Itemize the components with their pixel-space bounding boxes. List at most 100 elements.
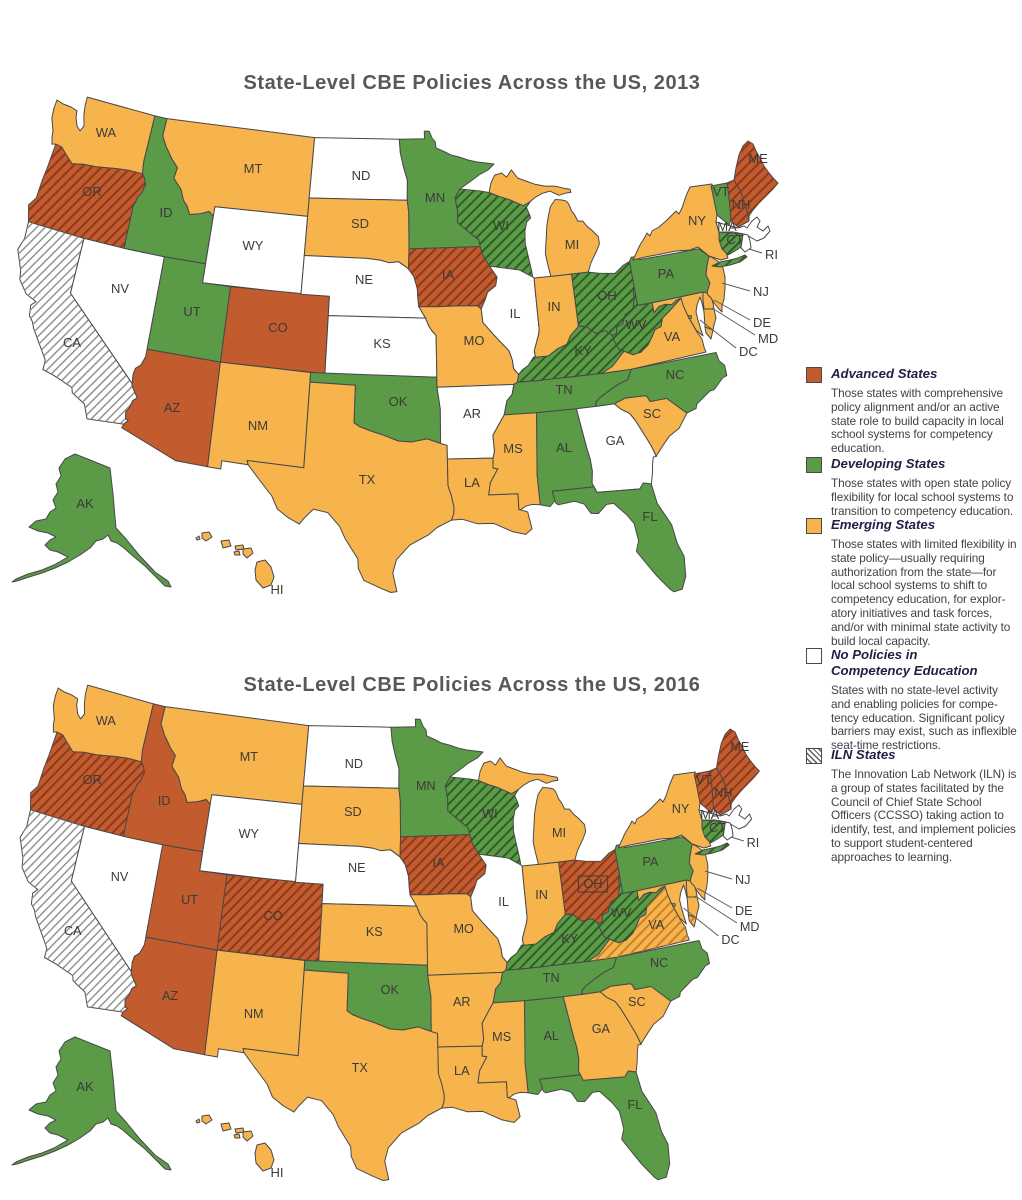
svg-text:IN: IN bbox=[548, 299, 561, 314]
svg-text:CO: CO bbox=[264, 908, 283, 923]
svg-text:IA: IA bbox=[432, 855, 444, 870]
svg-text:PA: PA bbox=[658, 266, 675, 281]
svg-text:NE: NE bbox=[348, 860, 366, 875]
svg-text:ME: ME bbox=[748, 151, 768, 166]
svg-text:AZ: AZ bbox=[164, 400, 181, 415]
svg-text:OR: OR bbox=[82, 184, 102, 199]
svg-text:HI: HI bbox=[271, 582, 284, 597]
svg-text:UT: UT bbox=[181, 892, 198, 907]
svg-text:OK: OK bbox=[389, 394, 408, 409]
svg-text:MN: MN bbox=[416, 778, 436, 793]
svg-text:CA: CA bbox=[63, 335, 81, 350]
svg-text:ID: ID bbox=[160, 205, 173, 220]
svg-text:MD: MD bbox=[740, 919, 760, 934]
svg-text:WY: WY bbox=[239, 826, 260, 841]
svg-text:SC: SC bbox=[628, 994, 646, 1009]
svg-text:SC: SC bbox=[643, 406, 661, 421]
svg-text:DE: DE bbox=[735, 903, 753, 918]
svg-text:DE: DE bbox=[753, 315, 771, 330]
svg-text:WV: WV bbox=[626, 317, 647, 332]
svg-text:NC: NC bbox=[666, 367, 685, 382]
svg-text:AK: AK bbox=[76, 1079, 94, 1094]
svg-text:WA: WA bbox=[96, 713, 116, 728]
svg-text:TN: TN bbox=[543, 970, 560, 985]
svg-text:NE: NE bbox=[355, 272, 373, 287]
svg-text:AL: AL bbox=[556, 440, 572, 455]
svg-text:LA: LA bbox=[454, 1063, 470, 1078]
svg-text:UT: UT bbox=[183, 304, 200, 319]
svg-text:RI: RI bbox=[747, 835, 760, 850]
svg-text:KS: KS bbox=[373, 336, 391, 351]
svg-text:IN: IN bbox=[535, 887, 548, 902]
svg-text:LA: LA bbox=[464, 475, 480, 490]
svg-text:MO: MO bbox=[454, 921, 474, 936]
svg-text:ND: ND bbox=[352, 168, 371, 183]
svg-text:RI: RI bbox=[765, 247, 778, 262]
svg-text:CA: CA bbox=[64, 923, 82, 938]
svg-text:AL: AL bbox=[544, 1028, 559, 1043]
svg-text:VT: VT bbox=[696, 772, 712, 787]
svg-text:AR: AR bbox=[453, 994, 471, 1009]
svg-text:NM: NM bbox=[248, 418, 268, 433]
svg-text:VA: VA bbox=[648, 917, 664, 932]
svg-text:NJ: NJ bbox=[753, 284, 769, 299]
svg-text:ID: ID bbox=[158, 793, 171, 808]
svg-text:ND: ND bbox=[345, 756, 363, 771]
svg-text:TX: TX bbox=[359, 472, 376, 487]
svg-text:MS: MS bbox=[492, 1029, 511, 1044]
svg-text:MI: MI bbox=[565, 237, 579, 252]
svg-text:MO: MO bbox=[464, 333, 485, 348]
svg-text:MA: MA bbox=[717, 219, 737, 234]
svg-text:NM: NM bbox=[244, 1006, 264, 1021]
svg-text:IA: IA bbox=[442, 267, 455, 282]
svg-text:MS: MS bbox=[503, 441, 523, 456]
svg-text:DC: DC bbox=[721, 932, 739, 947]
svg-text:NC: NC bbox=[650, 955, 668, 970]
svg-text:OH: OH bbox=[597, 288, 617, 303]
svg-text:NY: NY bbox=[688, 213, 706, 228]
svg-text:PA: PA bbox=[642, 854, 658, 869]
svg-text:OR: OR bbox=[83, 772, 102, 787]
svg-text:CT: CT bbox=[709, 820, 726, 835]
svg-text:MN: MN bbox=[425, 190, 445, 205]
svg-text:AR: AR bbox=[463, 406, 481, 421]
svg-text:WI: WI bbox=[482, 806, 497, 821]
svg-text:AZ: AZ bbox=[162, 988, 178, 1003]
svg-text:CO: CO bbox=[268, 320, 288, 335]
svg-text:NJ: NJ bbox=[735, 872, 750, 887]
svg-text:TN: TN bbox=[555, 382, 572, 397]
svg-text:MA: MA bbox=[700, 807, 719, 822]
svg-text:WV: WV bbox=[611, 905, 632, 920]
svg-text:CT: CT bbox=[726, 232, 743, 247]
svg-text:NH: NH bbox=[714, 785, 732, 800]
svg-text:WY: WY bbox=[243, 238, 264, 253]
svg-text:KY: KY bbox=[561, 931, 578, 946]
svg-text:MI: MI bbox=[552, 825, 566, 840]
svg-text:KY: KY bbox=[574, 343, 592, 358]
svg-text:MT: MT bbox=[240, 749, 258, 764]
svg-text:FL: FL bbox=[627, 1097, 642, 1112]
svg-text:GA: GA bbox=[606, 433, 625, 448]
svg-text:MD: MD bbox=[758, 331, 778, 346]
svg-text:NV: NV bbox=[111, 281, 129, 296]
svg-text:GA: GA bbox=[592, 1021, 611, 1036]
svg-text:DC: DC bbox=[739, 344, 758, 359]
svg-text:OK: OK bbox=[381, 982, 400, 997]
svg-text:VT: VT bbox=[713, 184, 730, 199]
svg-text:ME: ME bbox=[730, 739, 749, 754]
svg-text:OH: OH bbox=[584, 876, 603, 891]
svg-text:NV: NV bbox=[111, 869, 129, 884]
svg-text:WA: WA bbox=[96, 125, 117, 140]
svg-text:AK: AK bbox=[76, 496, 94, 511]
svg-text:HI: HI bbox=[271, 1165, 284, 1180]
svg-text:IL: IL bbox=[498, 894, 509, 909]
svg-text:TX: TX bbox=[352, 1060, 369, 1075]
svg-text:WI: WI bbox=[493, 218, 509, 233]
svg-text:NH: NH bbox=[732, 197, 751, 212]
svg-text:FL: FL bbox=[642, 509, 657, 524]
svg-text:IL: IL bbox=[510, 306, 521, 321]
svg-text:MT: MT bbox=[244, 161, 263, 176]
svg-text:SD: SD bbox=[344, 804, 362, 819]
svg-text:KS: KS bbox=[366, 924, 383, 939]
svg-text:VA: VA bbox=[664, 329, 681, 344]
